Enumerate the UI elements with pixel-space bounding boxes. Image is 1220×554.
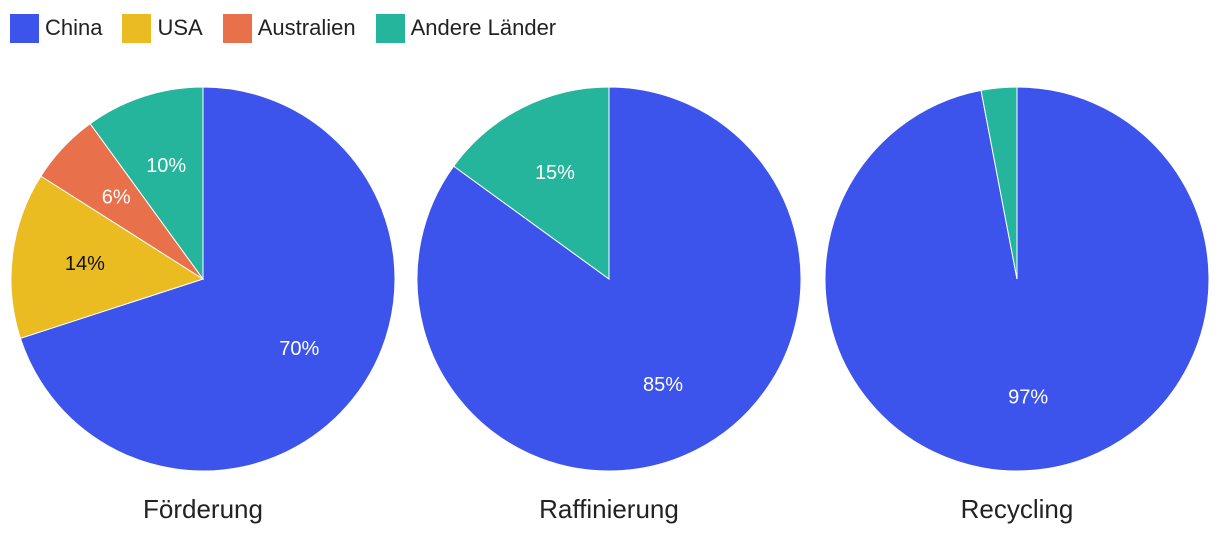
chart-title-recycling: Recycling [961,494,1074,524]
legend-swatch-andere-laender [375,13,405,43]
data-label-foerderung-usa: 14% [65,253,105,275]
pie-slice-raffinierung-andere-laender [452,86,610,280]
data-label-raffinierung-andere-laender: 15% [535,162,575,184]
data-label-foerderung-andere-laender: 10% [146,155,186,177]
data-label-recycling-china: 97% [1008,387,1048,409]
pie-recycling: 97% Recycling [824,86,1210,524]
pie-slice-recycling-andere-laender [980,86,1018,280]
legend-label-china: China [45,15,103,40]
legend-item-australien: Australien [222,13,356,43]
legend-swatch-usa [122,13,152,43]
legend-swatch-australien [222,13,252,43]
legend-item-usa: USA [122,13,203,43]
pie-slice-foerderung-usa [10,175,205,339]
data-label-foerderung-australien: 6% [102,187,131,209]
legend-item-andere-laender: Andere Länder [375,13,557,43]
data-label-foerderung-china: 70% [279,338,319,360]
chart-title-raffinierung: Raffinierung [539,494,679,524]
legend-swatch-china [10,13,39,43]
pie-slice-foerderung-china [19,86,396,472]
legend-label-usa: USA [157,15,203,40]
legend-item-china: China [10,13,103,43]
pie-raffinierung: 85% 15% Raffinierung [416,86,802,524]
chart-title-foerderung: Förderung [143,494,263,524]
legend: China USA Australien Andere Länder [10,13,576,43]
data-label-raffinierung-china: 85% [643,374,683,396]
legend-label-andere-laender: Andere Länder [410,15,557,40]
legend-label-australien: Australien [257,15,356,40]
pie-slice-foerderung-andere-laender [89,86,204,281]
pie-foerderung: 70% 14% 6% 10% Förderung [10,86,396,524]
